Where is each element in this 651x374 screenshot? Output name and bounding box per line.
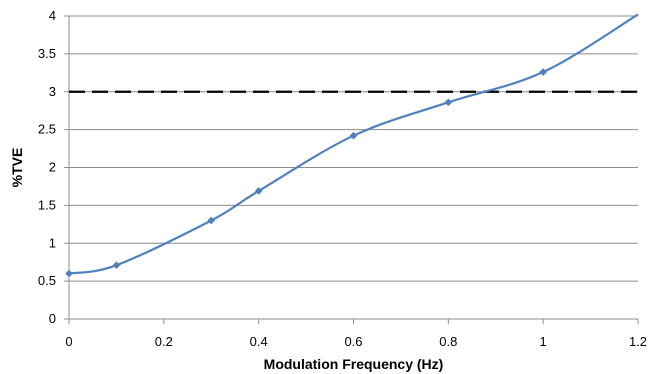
y-axis-title: %TVE — [9, 148, 25, 188]
x-axis-title: Modulation Frequency (Hz) — [264, 356, 444, 372]
x-tick-label-6: 1.2 — [629, 334, 647, 349]
y-tick-label-5: 2.5 — [38, 122, 56, 137]
y-tick-label-7: 3.5 — [38, 46, 56, 61]
data-point-0-1 — [112, 261, 121, 270]
data-point-0-0 — [65, 269, 73, 278]
y-tick-label-0: 0 — [49, 311, 56, 326]
data-point-0-2 — [207, 216, 216, 225]
y-tick-label-8: 4 — [49, 8, 56, 23]
x-tick-label-2: 0.4 — [250, 334, 268, 349]
x-tick-label-3: 0.6 — [344, 334, 362, 349]
data-point-0-6 — [539, 68, 547, 76]
y-tick-label-4: 2 — [49, 160, 56, 175]
data-point-0-5 — [444, 98, 453, 107]
x-tick-label-0: 0 — [65, 334, 72, 349]
data-point-0-3 — [254, 187, 263, 195]
tick-labels: 0 0.5 1 1.5 2 2.5 3 3.5 4 0 0.2 0.4 0.6 0.8 1 1.2 — [38, 8, 647, 349]
y-tick-label-6: 3 — [49, 84, 56, 99]
y-tick-label-2: 1 — [49, 235, 56, 250]
data-point-0-4 — [349, 131, 358, 140]
x-tick-label-1: 0.2 — [155, 334, 173, 349]
y-tick-label-3: 1.5 — [38, 197, 56, 212]
x-tick-label-5: 1 — [540, 334, 547, 349]
series-line-0 — [68, 13, 639, 275]
axes — [64, 15, 639, 324]
grid-lines — [69, 15, 638, 282]
x-tick-label-4: 0.8 — [439, 334, 457, 349]
y-tick-label-1: 0.5 — [38, 273, 56, 288]
series-layer — [65, 13, 639, 278]
